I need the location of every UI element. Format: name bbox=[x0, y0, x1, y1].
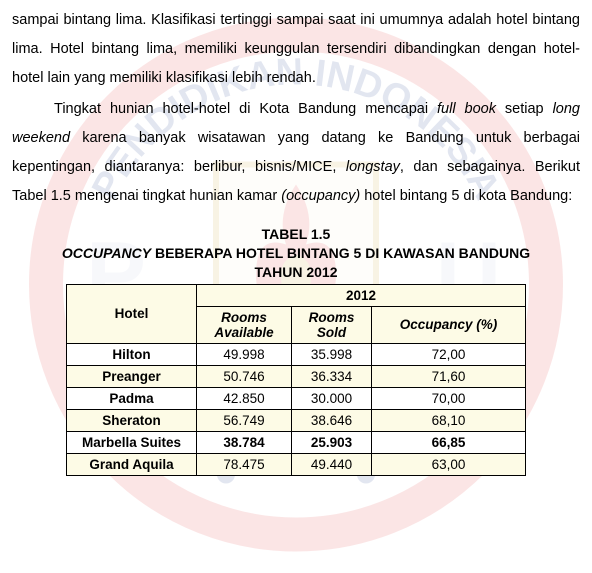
table-title-line2b: BEBERAPA HOTEL BINTANG 5 DI KAWASAN BAND… bbox=[151, 245, 530, 261]
th-year: 2012 bbox=[197, 284, 526, 306]
table-row: Sheraton 56.749 38.646 68,10 bbox=[67, 409, 526, 431]
cell-hotel: Sheraton bbox=[67, 409, 197, 431]
cell-sold: 36.334 bbox=[292, 365, 372, 387]
cell-occ: 72,00 bbox=[372, 343, 526, 365]
table-title-line2a: OCCUPANCY bbox=[62, 245, 151, 261]
table-row: Padma 42.850 30.000 70,00 bbox=[67, 387, 526, 409]
p2-i1: full book bbox=[437, 101, 496, 117]
p2-t2: setiap bbox=[496, 101, 553, 117]
cell-hotel: Grand Aquila bbox=[67, 453, 197, 475]
table-title-line3: TAHUN 2012 bbox=[12, 263, 580, 282]
cell-sold: 25.903 bbox=[292, 431, 372, 453]
cell-hotel: Preanger bbox=[67, 365, 197, 387]
table-row: Hilton 49.998 35.998 72,00 bbox=[67, 343, 526, 365]
cell-hotel: Padma bbox=[67, 387, 197, 409]
occupancy-table: Hotel 2012 Rooms Available Rooms Sold Oc… bbox=[66, 284, 526, 476]
cell-sold: 49.440 bbox=[292, 453, 372, 475]
table-title: TABEL 1.5 OCCUPANCY BEBERAPA HOTEL BINTA… bbox=[12, 225, 580, 282]
th-hotel: Hotel bbox=[67, 284, 197, 343]
p1-line1: sampai bintang lima. Klasifikasi terting… bbox=[12, 12, 528, 28]
cell-occ: 63,00 bbox=[372, 453, 526, 475]
table-row: Grand Aquila 78.475 49.440 63,00 bbox=[67, 453, 526, 475]
p2-t1: Tingkat hunian hotel-hotel di Kota Bandu… bbox=[54, 101, 437, 117]
th-rooms-sold: Rooms Sold bbox=[292, 306, 372, 343]
cell-occ: 68,10 bbox=[372, 409, 526, 431]
table-row: Preanger 50.746 36.334 71,60 bbox=[67, 365, 526, 387]
cell-sold: 38.646 bbox=[292, 409, 372, 431]
cell-occ: 70,00 bbox=[372, 387, 526, 409]
table-title-line1: TABEL 1.5 bbox=[12, 225, 580, 244]
cell-avail: 49.998 bbox=[197, 343, 292, 365]
table-row: Marbella Suites 38.784 25.903 66,85 bbox=[67, 431, 526, 453]
p2-i4: (occupancy) bbox=[281, 188, 360, 204]
cell-sold: 35.998 bbox=[292, 343, 372, 365]
p2-t5: hotel bintang 5 di kota Bandung: bbox=[360, 188, 572, 204]
cell-occ: 71,60 bbox=[372, 365, 526, 387]
cell-avail: 42.850 bbox=[197, 387, 292, 409]
cell-avail: 50.746 bbox=[197, 365, 292, 387]
cell-avail: 78.475 bbox=[197, 453, 292, 475]
paragraph-1: sampai bintang lima. Klasifikasi terting… bbox=[12, 6, 580, 93]
cell-avail: 56.749 bbox=[197, 409, 292, 431]
cell-avail: 38.784 bbox=[197, 431, 292, 453]
cell-sold: 30.000 bbox=[292, 387, 372, 409]
paragraph-2: Tingkat hunian hotel-hotel di Kota Bandu… bbox=[12, 95, 580, 211]
cell-hotel: Marbella Suites bbox=[67, 431, 197, 453]
th-occupancy: Occupancy (%) bbox=[372, 306, 526, 343]
cell-hotel: Hilton bbox=[67, 343, 197, 365]
p2-i3: longstay bbox=[346, 159, 400, 175]
cell-occ: 66,85 bbox=[372, 431, 526, 453]
th-rooms-available: Rooms Available bbox=[197, 306, 292, 343]
